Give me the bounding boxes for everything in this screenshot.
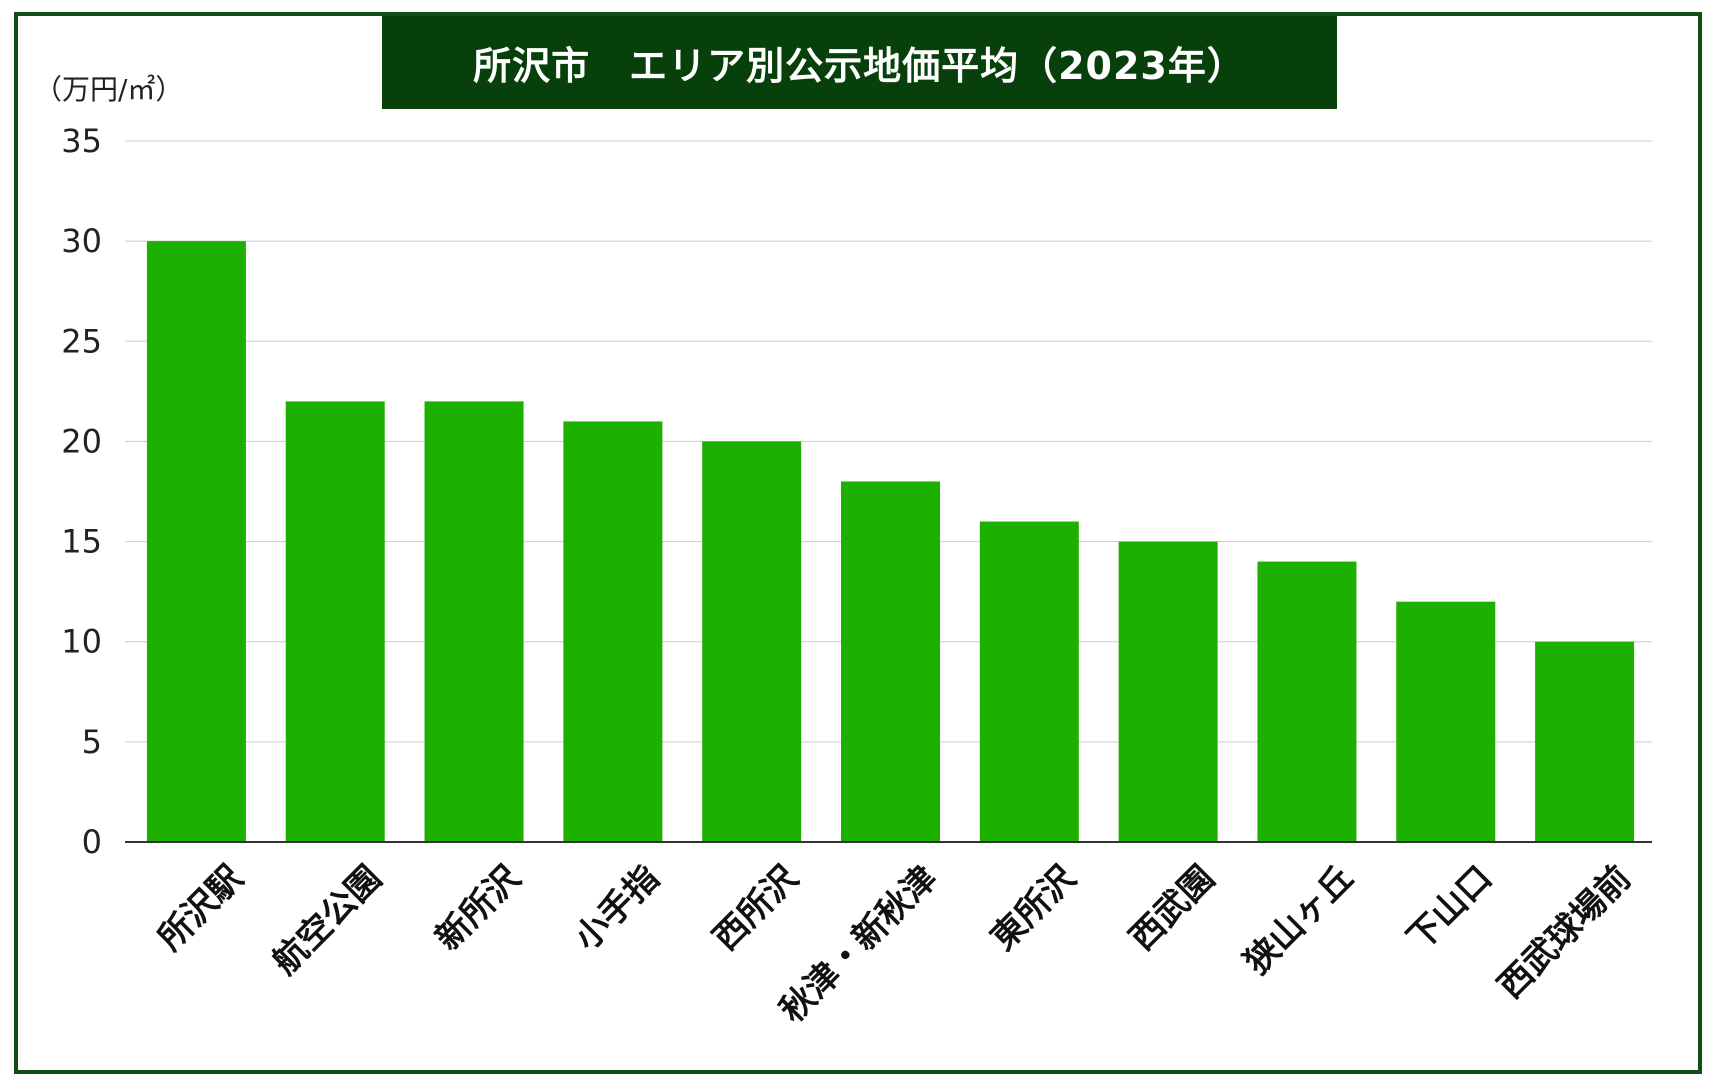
bar [146, 241, 246, 843]
y-tick-label: 15 [61, 523, 102, 561]
bars [146, 241, 1635, 843]
bar [563, 421, 663, 842]
y-tick-label: 35 [61, 122, 102, 160]
y-tick-label: 5 [82, 723, 102, 761]
bar [424, 401, 524, 842]
x-category-label: 新所沢 [428, 857, 529, 958]
y-tick-label: 25 [61, 322, 102, 360]
y-tick-label: 30 [61, 222, 102, 260]
x-category-label: 西所沢 [706, 857, 807, 958]
bar [1118, 541, 1218, 842]
bar [1535, 641, 1635, 842]
y-tick-label: 0 [82, 823, 102, 861]
x-category-label: 狭山ヶ丘 [1237, 858, 1361, 982]
y-axis-unit-label: （万円/㎡） [34, 73, 184, 106]
x-category-label: 小手指 [567, 858, 667, 958]
bar [1257, 561, 1357, 842]
y-axis-ticks: 0 5 10 15 20 25 30 35 [61, 122, 102, 861]
chart-title: 所沢市 エリア別公示地価平均（2023年） [382, 16, 1337, 109]
bar [1396, 601, 1496, 842]
x-category-label: 西武球場前 [1490, 858, 1638, 1006]
x-category-label: 下山口 [1400, 858, 1500, 958]
x-category-label: 航空公園 [265, 858, 389, 982]
y-tick-label: 10 [61, 623, 102, 661]
bar [285, 401, 385, 842]
bar [702, 441, 802, 842]
bar [979, 521, 1079, 842]
x-category-label: 所沢駅 [150, 858, 250, 958]
x-category-label: 東所沢 [983, 857, 1084, 958]
x-category-label: 西武園 [1122, 858, 1222, 958]
y-tick-label: 20 [61, 422, 102, 460]
bar [841, 481, 940, 842]
